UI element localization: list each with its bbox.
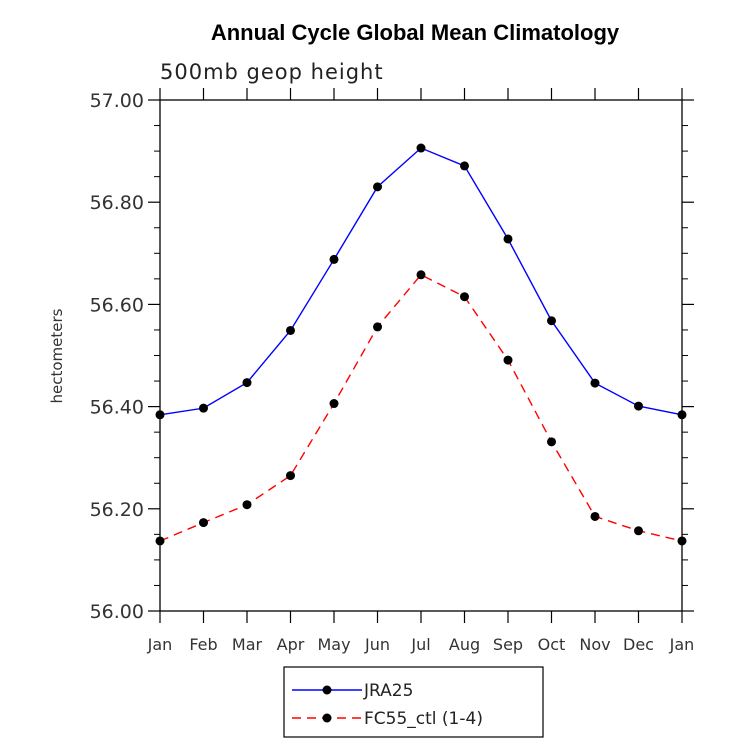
x-tick-label: Dec	[623, 635, 654, 654]
axes: 56.00 56.20 56.40 56.60 56.80 57.00 Jan Feb Mar A…	[90, 88, 695, 654]
x-tick-label: Jan	[669, 635, 695, 654]
data-point	[416, 270, 426, 280]
y-axis-label: hectometers	[48, 308, 66, 403]
y-tick-label: 56.60	[90, 294, 144, 316]
data-point	[155, 410, 165, 420]
data-point	[286, 325, 295, 335]
data-point	[329, 254, 339, 264]
data-point	[416, 143, 426, 153]
chart-title: Annual Cycle Global Mean Climatology	[211, 20, 620, 45]
legend: JRA25 FC55_ctl (1-4)	[292, 681, 483, 729]
data-point	[199, 518, 208, 528]
data-point	[634, 526, 643, 536]
data-point	[547, 437, 556, 447]
y-tick-label: 57.00	[90, 90, 144, 112]
data-point	[373, 322, 382, 332]
y-tick-label: 56.40	[90, 397, 144, 419]
data-point	[503, 234, 513, 244]
x-tick-label: Aug	[449, 635, 480, 654]
data-point	[329, 399, 339, 409]
data-point	[677, 536, 687, 546]
x-tick-label: Apr	[277, 635, 305, 654]
x-tick-label: Oct	[538, 635, 566, 654]
data-point	[547, 316, 556, 326]
data-point	[286, 471, 295, 481]
chart-subtitle: 500mb geop height	[160, 60, 384, 84]
x-tick-label: Feb	[189, 635, 217, 654]
y-tick-label: 56.20	[90, 499, 144, 521]
series-line	[159, 147, 683, 416]
x-tick-label: Sep	[493, 635, 523, 654]
data-point	[460, 292, 469, 302]
legend-marker	[322, 685, 332, 695]
x-tick-label: Mar	[232, 635, 263, 654]
x-tick-label: May	[317, 635, 350, 654]
plot-frame	[159, 99, 683, 612]
x-tick-label: Nov	[579, 635, 610, 654]
series-line	[159, 273, 683, 542]
data-point	[677, 410, 687, 420]
data-point	[634, 401, 643, 411]
legend-marker	[322, 713, 332, 723]
series-layer	[155, 143, 687, 546]
data-point	[503, 355, 513, 365]
legend-label: JRA25	[363, 681, 413, 701]
legend-box	[283, 666, 544, 738]
x-tick-label: Jul	[410, 635, 430, 654]
data-point	[590, 511, 600, 521]
data-point	[242, 500, 252, 510]
y-tick-label: 56.80	[90, 192, 144, 214]
data-point	[155, 536, 165, 546]
data-point	[242, 378, 252, 388]
x-tick-label: Jun	[364, 635, 390, 654]
data-point	[373, 182, 382, 192]
legend-label: FC55_ctl (1-4)	[364, 709, 483, 729]
data-point	[590, 378, 600, 388]
data-point	[199, 403, 208, 413]
data-point	[460, 161, 469, 171]
y-tick-label: 56.00	[90, 601, 144, 623]
x-tick-label: Jan	[147, 635, 173, 654]
